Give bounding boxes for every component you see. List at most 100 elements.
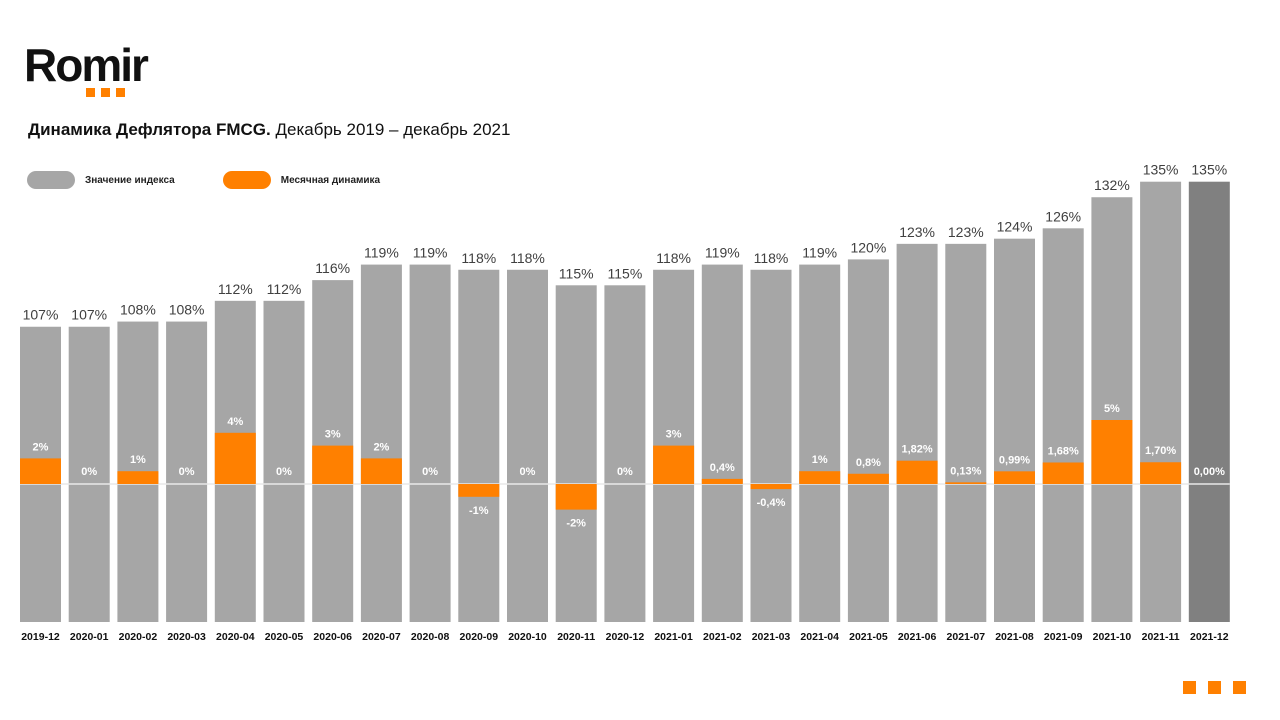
index-label: 115%: [559, 265, 594, 281]
index-label: 115%: [608, 265, 643, 281]
monthly-label: 0,8%: [856, 457, 881, 469]
category-label: 2020-06: [313, 631, 352, 643]
category-label: 2020-12: [606, 631, 645, 643]
monthly-bar: [750, 484, 792, 490]
legend-label-monthly: Месячная динамика: [280, 174, 381, 186]
category-label: 2020-01: [70, 631, 109, 643]
index-label: 124%: [997, 219, 1033, 235]
index-label: 118%: [754, 250, 789, 266]
index-bar: [360, 264, 402, 622]
legend-swatch-monthly: [222, 171, 271, 189]
category-label: 2020-11: [557, 631, 595, 643]
category-label: 2021-05: [849, 631, 888, 643]
monthly-label: 1%: [130, 454, 146, 466]
category-label: 2019-12: [21, 631, 60, 643]
monthly-label: 1,70%: [1145, 445, 1176, 457]
monthly-label: 5%: [1104, 403, 1120, 415]
monthly-bar: [1140, 462, 1182, 484]
monthly-label: 4%: [227, 416, 243, 428]
chart-title: Динамика Дефлятора FMCG. Декабрь 2019 – …: [28, 120, 510, 140]
chart-title-bold: Динамика Дефлятора FMCG.: [28, 120, 271, 139]
monthly-bar: [701, 478, 743, 484]
romir-logo: Romir: [24, 40, 149, 97]
index-label: 119%: [802, 245, 837, 261]
index-label: 116%: [315, 260, 350, 276]
corner-dots-decoration: [1183, 681, 1246, 694]
monthly-label: -1%: [469, 505, 489, 517]
monthly-label: 3%: [666, 429, 682, 441]
index-bar: [1188, 181, 1230, 622]
category-label: 2020-02: [119, 631, 158, 643]
index-bar: [945, 243, 987, 623]
monthly-bar: [117, 471, 159, 484]
category-label: 2021-08: [995, 631, 1034, 643]
category-label: 2020-09: [460, 631, 499, 643]
index-bar: [1042, 228, 1084, 622]
index-label: 108%: [169, 302, 205, 318]
index-bar: [1140, 181, 1182, 622]
monthly-bar: [1042, 462, 1084, 484]
category-label: 2021-12: [1190, 631, 1229, 643]
index-label: 135%: [1143, 162, 1179, 178]
index-label: 119%: [364, 245, 399, 261]
monthly-bar: [1091, 420, 1133, 484]
category-label: 2021-04: [800, 631, 839, 643]
monthly-label: -0,4%: [757, 497, 786, 509]
index-label: 107%: [23, 307, 59, 323]
monthly-bar: [847, 473, 889, 484]
monthly-bar: [20, 458, 61, 484]
index-label: 107%: [71, 307, 107, 323]
index-label: 123%: [899, 224, 935, 240]
monthly-label: 0,00%: [1194, 466, 1225, 478]
index-label: 126%: [1045, 208, 1081, 224]
index-label: 118%: [461, 250, 496, 266]
monthly-label: 0,13%: [950, 465, 981, 477]
index-label: 118%: [510, 250, 545, 266]
logo-dots: [86, 88, 125, 97]
category-label: 2021-07: [947, 631, 986, 643]
monthly-label: 2%: [33, 441, 49, 453]
index-label: 119%: [705, 245, 740, 261]
monthly-label: 0,4%: [710, 462, 735, 474]
index-bar: [994, 238, 1035, 622]
monthly-bar: [994, 471, 1035, 484]
index-bar: [847, 259, 889, 622]
legend: Значение индекса Месячная динамика: [27, 171, 380, 189]
monthly-label: 0%: [179, 466, 195, 478]
monthly-bar: [312, 445, 354, 484]
index-bar: [166, 321, 208, 622]
monthly-label: 3%: [325, 429, 341, 441]
index-label: 118%: [656, 250, 691, 266]
monthly-label: 2%: [373, 441, 389, 453]
index-label: 119%: [413, 245, 448, 261]
monthly-label: 0%: [81, 466, 97, 478]
monthly-label: 0%: [276, 466, 292, 478]
category-label: 2020-05: [265, 631, 304, 643]
monthly-label: 0,99%: [999, 454, 1030, 466]
category-label: 2020-07: [362, 631, 401, 643]
index-label: 135%: [1191, 162, 1227, 178]
index-bar: [750, 269, 792, 622]
index-bar: [555, 285, 597, 622]
index-bar: [458, 269, 500, 622]
index-bar: [68, 326, 110, 622]
chart-title-period: Декабрь 2019 – декабрь 2021: [270, 120, 511, 139]
category-label: 2021-01: [654, 631, 693, 643]
legend-label-index: Значение индекса: [85, 174, 175, 186]
monthly-label: 1,68%: [1048, 445, 1079, 457]
index-bar: [799, 264, 841, 622]
category-label: 2021-03: [752, 631, 791, 643]
category-label: 2020-10: [508, 631, 547, 643]
index-bar: [604, 285, 646, 622]
index-bar: [701, 264, 743, 622]
category-label: 2020-08: [411, 631, 450, 643]
index-label: 123%: [948, 224, 984, 240]
index-bar: [896, 243, 938, 623]
category-label: 2021-11: [1142, 631, 1180, 643]
category-label: 2021-09: [1044, 631, 1083, 643]
monthly-bar: [555, 484, 597, 510]
monthly-bar: [896, 460, 938, 484]
index-bar: [1091, 197, 1133, 623]
monthly-label: 1,82%: [901, 444, 932, 456]
